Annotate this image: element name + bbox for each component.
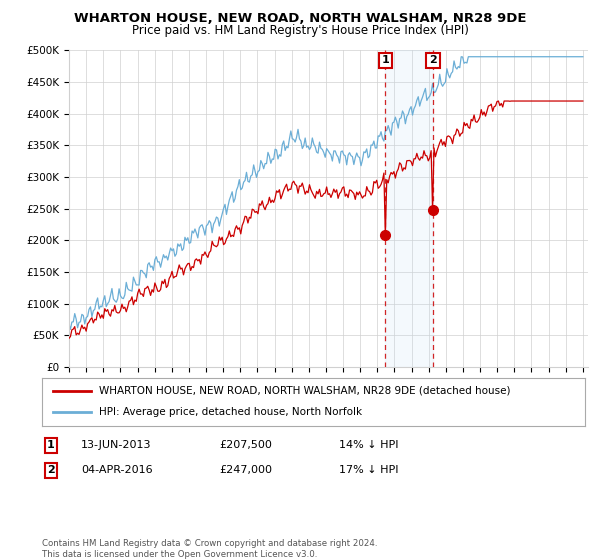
Text: £247,000: £247,000 <box>219 465 272 475</box>
Text: 1: 1 <box>47 440 55 450</box>
Text: 13-JUN-2013: 13-JUN-2013 <box>81 440 151 450</box>
Text: £207,500: £207,500 <box>219 440 272 450</box>
Text: WHARTON HOUSE, NEW ROAD, NORTH WALSHAM, NR28 9DE: WHARTON HOUSE, NEW ROAD, NORTH WALSHAM, … <box>74 12 526 25</box>
Text: Price paid vs. HM Land Registry's House Price Index (HPI): Price paid vs. HM Land Registry's House … <box>131 24 469 36</box>
Bar <box>385 50 433 367</box>
Text: 04-APR-2016: 04-APR-2016 <box>81 465 152 475</box>
Text: 14% ↓ HPI: 14% ↓ HPI <box>339 440 398 450</box>
Text: 1: 1 <box>381 55 389 66</box>
Text: Contains HM Land Registry data © Crown copyright and database right 2024.
This d: Contains HM Land Registry data © Crown c… <box>42 539 377 559</box>
Text: 2: 2 <box>47 465 55 475</box>
Text: 17% ↓ HPI: 17% ↓ HPI <box>339 465 398 475</box>
Text: 2: 2 <box>429 55 437 66</box>
Text: WHARTON HOUSE, NEW ROAD, NORTH WALSHAM, NR28 9DE (detached house): WHARTON HOUSE, NEW ROAD, NORTH WALSHAM, … <box>99 386 511 396</box>
Text: HPI: Average price, detached house, North Norfolk: HPI: Average price, detached house, Nort… <box>99 407 362 417</box>
